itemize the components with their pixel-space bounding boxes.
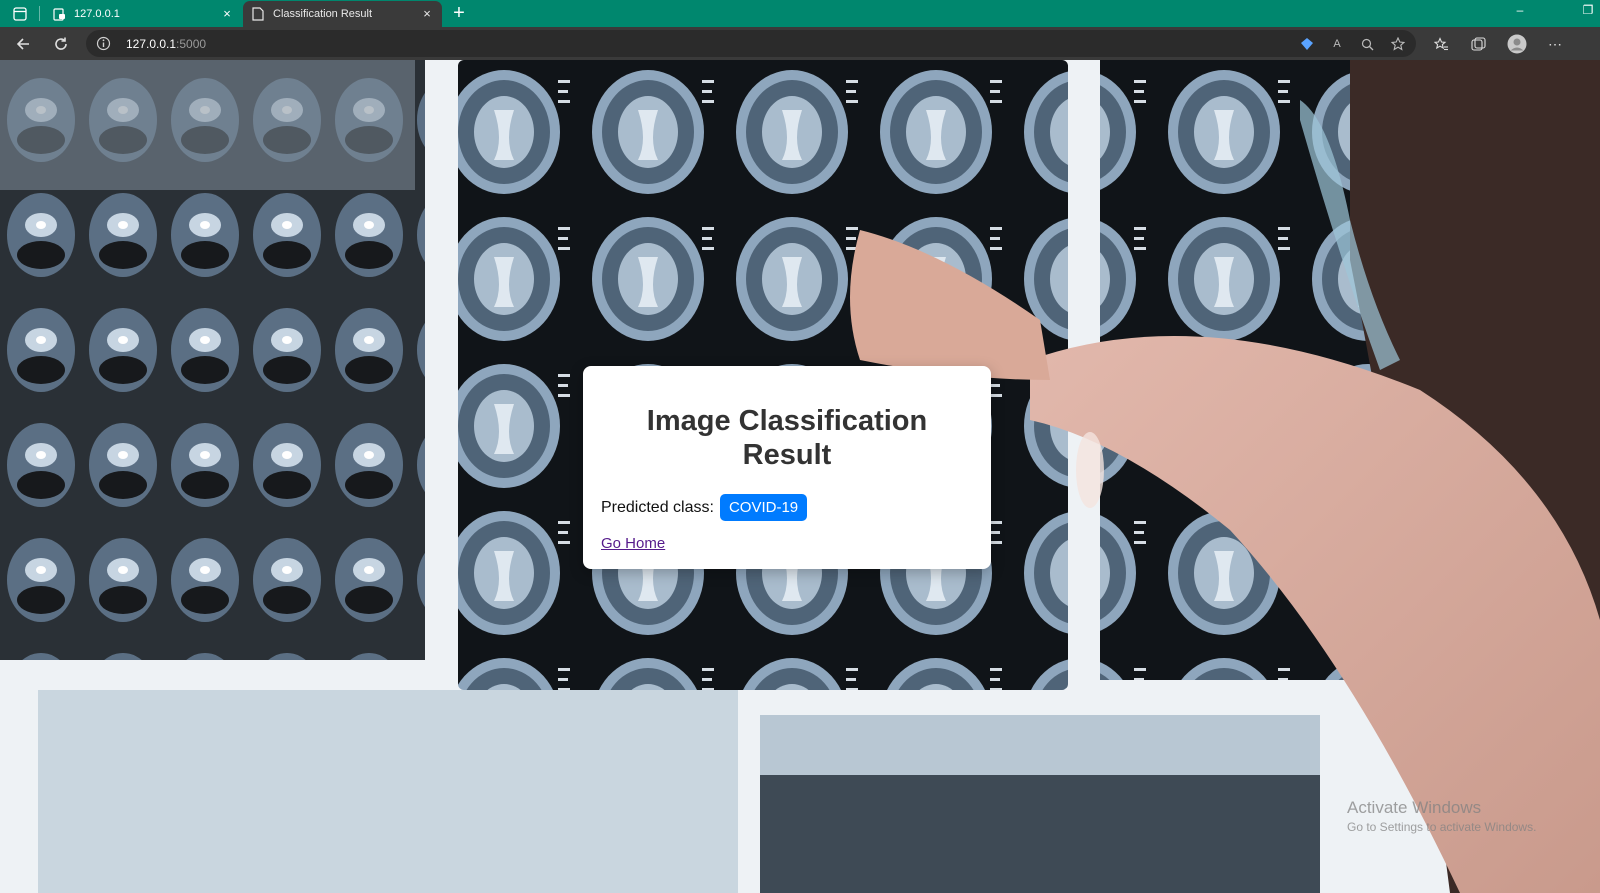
shield-extension-icon[interactable] (1298, 35, 1316, 53)
tab-127-0-0-1[interactable]: 127.0.0.1 × (44, 1, 242, 27)
site-info-icon[interactable] (96, 36, 111, 51)
minimize-button[interactable]: – (1516, 3, 1524, 17)
activation-watermark-subtitle: Go to Settings to activate Windows. (1347, 820, 1537, 834)
tab-strip: 127.0.0.1 × Classification Result × + – … (0, 0, 1600, 27)
url-port: :5000 (176, 37, 207, 51)
result-card: Image Classification Result Predicted cl… (583, 366, 991, 569)
page-icon (251, 7, 265, 21)
activation-watermark-title: Activate Windows (1347, 798, 1482, 817)
browser-toolbar: 127.0.0.1:5000 A ⋯ (0, 27, 1600, 60)
favorite-star-icon[interactable] (1389, 35, 1407, 53)
tab-divider (39, 6, 40, 21)
predicted-label: Predicted class: (601, 498, 714, 516)
more-menu-icon[interactable]: ⋯ (1548, 35, 1562, 52)
new-tab-button[interactable]: + (453, 2, 465, 24)
restore-button[interactable]: ❐ (1582, 3, 1594, 17)
tab-actions-icon[interactable] (8, 4, 32, 24)
page-title: Image Classification Result (646, 405, 928, 471)
read-aloud-icon[interactable]: A (1333, 38, 1341, 50)
go-home-link[interactable]: Go Home (601, 535, 666, 552)
lock-page-icon (52, 7, 66, 21)
refresh-icon[interactable] (49, 32, 73, 56)
tab-close-icon[interactable]: × (423, 6, 431, 21)
address-bar[interactable]: 127.0.0.1:5000 A (86, 30, 1416, 57)
tab-title: 127.0.0.1 (74, 8, 120, 20)
tab-title: Classification Result (273, 8, 373, 20)
tab-classification-result[interactable]: Classification Result × (243, 1, 442, 27)
back-arrow-icon[interactable] (11, 32, 35, 56)
favorites-icon[interactable] (1429, 32, 1453, 56)
prediction-row: Predicted class: COVID-19 (601, 494, 973, 521)
zoom-icon[interactable] (1358, 35, 1376, 53)
tab-close-icon[interactable]: × (223, 6, 231, 21)
predicted-class-badge: COVID-19 (719, 494, 808, 521)
url-text: 127.0.0.1:5000 (126, 37, 206, 51)
page-viewport: Image Classification Result Predicted cl… (0, 60, 1600, 893)
profile-avatar-icon[interactable] (1505, 32, 1529, 56)
collections-icon[interactable] (1466, 32, 1490, 56)
url-host: 127.0.0.1 (126, 37, 177, 51)
